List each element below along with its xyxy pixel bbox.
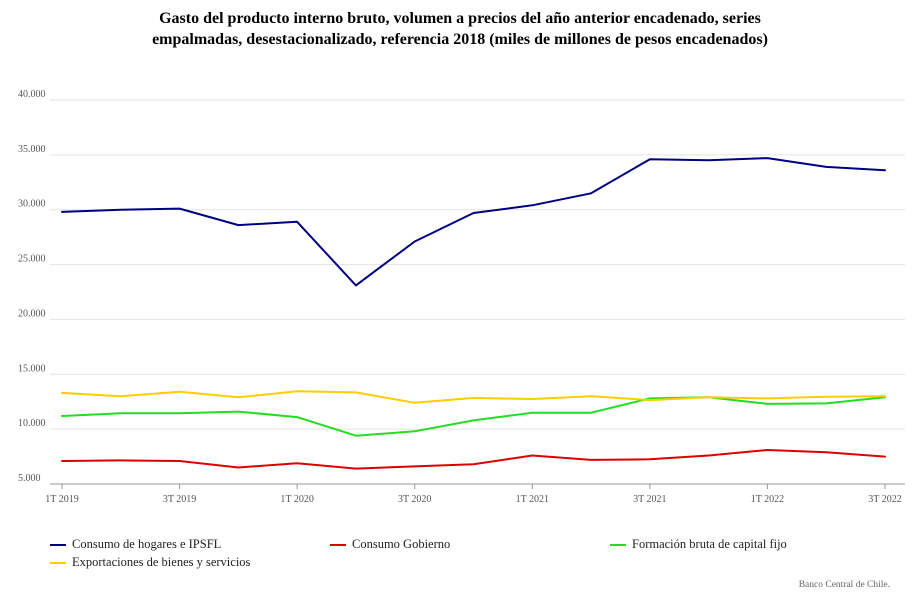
line-chart: 5.000 10.000 15.000 20.000 25.000 30.000 35.00…	[18, 89, 905, 505]
y-tick-label: 15.000	[18, 363, 46, 374]
legend-label: Exportaciones de bienes y servicios	[72, 555, 251, 569]
legend-item-3[interactable]: Formación bruta de capital fijo	[610, 537, 787, 552]
x-tick-label: 3T 2022	[868, 494, 901, 505]
series-line-2[interactable]	[61, 449, 886, 470]
legend-label: Formación bruta de capital fijo	[632, 537, 787, 551]
y-tick-label: 35.000	[18, 144, 46, 155]
x-tick-label: 1T 2022	[751, 494, 784, 505]
legend-swatch	[50, 561, 66, 564]
x-tick-label: 1T 2019	[45, 494, 78, 505]
y-tick-label: 5.000	[18, 473, 41, 484]
chart-title-line-1: Gasto del producto interno bruto, volume…	[159, 10, 761, 27]
series-line-4[interactable]	[61, 390, 886, 404]
legend-label: Consumo de hogares e IPSFL	[72, 537, 222, 551]
x-tick-label: 1T 2021	[516, 494, 549, 505]
chart-title: Gasto del producto interno bruto, volume…	[0, 8, 920, 50]
legend-item-4[interactable]: Exportaciones de bienes y servicios	[50, 555, 250, 570]
legend-item-1[interactable]: Consumo de hogares e IPSFL	[50, 537, 221, 552]
legend-swatch	[610, 543, 626, 546]
series-lines	[61, 157, 886, 470]
gridlines	[50, 99, 905, 485]
legend-item-2[interactable]: Consumo Gobierno	[330, 537, 450, 552]
x-axis: 1T 2019 3T 2019 1T 2020 3T 2020 1T 2021 3T 20…	[45, 484, 902, 505]
x-tick-label: 3T 2019	[163, 494, 196, 505]
y-tick-label: 10.000	[18, 418, 46, 429]
y-tick-label: 20.000	[18, 308, 46, 319]
x-tick-label: 3T 2021	[633, 494, 666, 505]
x-tick-label: 3T 2020	[398, 494, 431, 505]
y-axis: 5.000 10.000 15.000 20.000 25.000 30.000 35.00…	[18, 89, 46, 484]
chart-title-line-2: empalmadas, desestacionalizado, referenc…	[152, 31, 768, 48]
legend-swatch	[50, 543, 66, 546]
y-tick-label: 40.000	[18, 89, 46, 100]
series-line-1[interactable]	[61, 157, 886, 287]
legend-label: Consumo Gobierno	[352, 537, 451, 551]
series-line-3[interactable]	[61, 396, 886, 437]
y-tick-label: 25.000	[18, 254, 46, 265]
credits[interactable]: Banco Central de Chile.	[798, 580, 890, 590]
x-tick-label: 1T 2020	[280, 494, 313, 505]
legend-swatch	[330, 543, 346, 546]
y-tick-label: 30.000	[18, 199, 46, 210]
